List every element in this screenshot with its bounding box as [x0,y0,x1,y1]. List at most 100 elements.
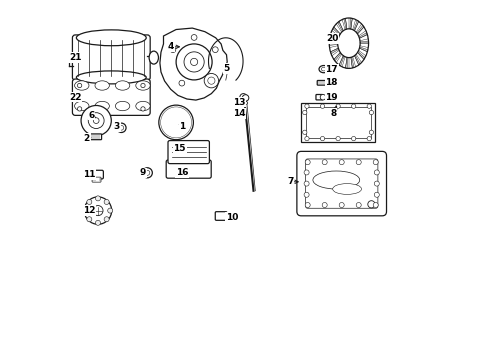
Circle shape [304,192,308,197]
Circle shape [190,58,197,66]
Polygon shape [357,51,364,59]
Circle shape [172,119,179,126]
Text: 6: 6 [88,111,95,120]
Circle shape [191,35,197,40]
Circle shape [320,136,324,141]
Circle shape [88,113,104,129]
Circle shape [302,110,306,114]
Ellipse shape [76,30,146,46]
Circle shape [141,107,145,111]
Circle shape [373,170,379,175]
Polygon shape [350,57,353,68]
Circle shape [304,181,308,186]
FancyBboxPatch shape [72,35,150,80]
Circle shape [87,217,92,222]
Circle shape [104,199,109,204]
Circle shape [142,168,152,178]
Circle shape [366,104,371,108]
Ellipse shape [243,102,247,104]
Ellipse shape [240,99,246,104]
Text: 7: 7 [286,177,293,186]
Text: 20: 20 [325,34,338,43]
FancyBboxPatch shape [72,79,150,115]
Polygon shape [343,18,346,29]
Polygon shape [356,26,363,34]
Text: 13: 13 [232,98,245,107]
Circle shape [372,202,377,207]
Text: 16: 16 [176,168,188,177]
Circle shape [165,112,186,133]
Circle shape [373,181,379,186]
Circle shape [339,202,344,207]
Circle shape [373,192,379,197]
Circle shape [339,160,344,165]
Circle shape [351,136,355,141]
Text: 9: 9 [140,168,146,177]
Circle shape [104,217,109,222]
Circle shape [77,83,81,88]
Polygon shape [345,57,347,68]
Text: 19: 19 [325,93,337,102]
Circle shape [183,52,204,72]
Text: 22: 22 [69,93,81,102]
Polygon shape [354,55,360,65]
Circle shape [355,202,361,207]
Text: 18: 18 [325,78,337,87]
Circle shape [160,107,191,138]
Circle shape [84,197,111,224]
Circle shape [367,201,374,208]
Circle shape [355,160,361,165]
Polygon shape [328,43,337,45]
Ellipse shape [115,81,129,90]
Circle shape [87,199,92,204]
FancyBboxPatch shape [315,94,322,100]
Circle shape [117,123,126,132]
FancyBboxPatch shape [87,170,103,179]
Ellipse shape [312,171,359,189]
Circle shape [368,110,373,114]
FancyBboxPatch shape [168,140,209,163]
Circle shape [305,202,309,207]
Polygon shape [359,41,368,43]
Text: 5: 5 [223,64,229,73]
Circle shape [93,118,99,123]
Ellipse shape [318,66,328,73]
FancyBboxPatch shape [317,80,326,85]
Circle shape [77,107,81,111]
FancyBboxPatch shape [215,212,226,220]
Text: 15: 15 [173,144,185,153]
Ellipse shape [136,101,150,111]
Circle shape [119,125,123,130]
FancyBboxPatch shape [305,159,377,208]
Circle shape [242,95,248,101]
Ellipse shape [75,101,89,111]
Circle shape [204,73,218,88]
Polygon shape [359,47,367,52]
Polygon shape [329,35,338,40]
Text: 2: 2 [83,134,90,143]
Ellipse shape [95,81,109,90]
FancyBboxPatch shape [296,152,386,216]
Bar [301,103,374,142]
Circle shape [83,208,88,213]
Text: 3: 3 [113,122,120,131]
Ellipse shape [136,81,150,90]
Ellipse shape [76,71,146,84]
Circle shape [93,206,103,216]
Text: 21: 21 [69,53,81,62]
FancyBboxPatch shape [88,134,102,140]
Bar [305,107,370,138]
Ellipse shape [321,67,325,71]
Circle shape [304,104,308,108]
Polygon shape [338,56,344,66]
Polygon shape [330,48,338,54]
Circle shape [95,196,101,201]
Circle shape [162,109,189,136]
Circle shape [351,104,355,108]
Circle shape [170,47,175,53]
Text: 1: 1 [179,122,185,131]
Circle shape [226,213,233,219]
Circle shape [107,208,113,213]
Circle shape [320,104,324,108]
Circle shape [302,130,306,134]
